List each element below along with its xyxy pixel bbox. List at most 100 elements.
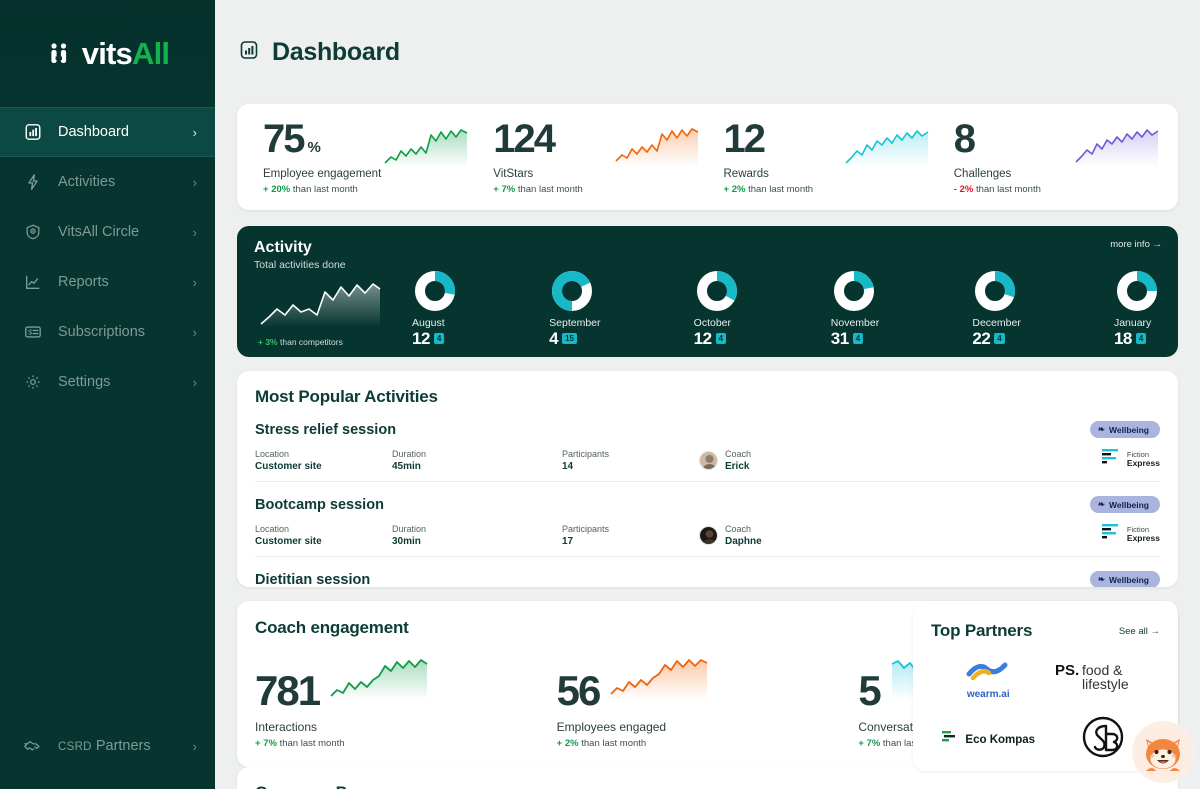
see-all-link[interactable]: See all →: [1118, 625, 1160, 637]
gear-icon: [22, 371, 44, 393]
kpi-value: 8: [953, 117, 976, 161]
partner-name: Eco Kompas: [965, 733, 1036, 746]
month-donut-chart: [696, 271, 738, 316]
wearm-logo-icon: [965, 662, 1011, 689]
activity-list-item[interactable]: Stress relief session ❧ Wellbeing Locatio…: [255, 407, 1160, 482]
kpi-label: VitStars: [493, 168, 534, 180]
invoice-icon: $: [22, 321, 44, 343]
coach-metric-interactions: 781 Interactions + 7% than last month: [255, 658, 557, 749]
kpi-label: Challenges: [953, 168, 1012, 180]
fox-mascot-icon[interactable]: [1132, 721, 1194, 783]
activity-month-item[interactable]: November 31 4: [831, 270, 879, 347]
section-title: Top Partners: [931, 621, 1033, 640]
page-title: Dashboard: [272, 37, 400, 66]
activity-row-header: Bootcamp session ❧ Wellbeing: [255, 496, 1160, 513]
meta-value: 14: [562, 461, 574, 472]
sidebar-item-reports[interactable]: Reports ›: [0, 257, 215, 307]
meta-participants: Participants 14: [562, 449, 699, 472]
activity-list-item[interactable]: Dietitian session ❧Wellbeing Location Cu…: [255, 557, 1160, 587]
month-value: 22: [972, 329, 991, 348]
meta-duration: Duration 45min: [392, 449, 562, 472]
meta-value: Erick: [725, 461, 750, 472]
sidebar-nav: Dashboard › Activities › VitsAll Circle …: [0, 107, 215, 407]
psfood-logo-icon: PS. food & lifestyle: [1055, 662, 1151, 697]
sidebar-item-label: Reports: [58, 274, 109, 290]
more-info-link[interactable]: more info →: [1110, 239, 1162, 250]
month-name: October: [693, 317, 732, 329]
month-value-row: 18 4: [1114, 330, 1158, 347]
meta-label: Participants: [562, 449, 610, 459]
activity-list-item[interactable]: Bootcamp session ❧ Wellbeing Location Cus…: [255, 482, 1160, 557]
sidebar-item-subscriptions[interactable]: $ Subscriptions ›: [0, 307, 215, 357]
activity-row-meta: Location Customer site Duration 45min Pa…: [255, 447, 1160, 482]
section-title: Coach engagement: [255, 618, 409, 637]
coach-metric-top: 781: [255, 658, 557, 712]
meta-location: Location Customer site: [255, 524, 392, 547]
month-value: 4: [549, 329, 559, 348]
kpi-strip: 75 % Employee engagement + 20% than last…: [237, 104, 1178, 210]
kpi-value-row: 124: [493, 119, 707, 159]
partner-item-psfood[interactable]: PS. food & lifestyle: [1055, 659, 1151, 698]
partner-item-sb[interactable]: [1080, 714, 1126, 765]
coach-metric-delta: + 7% than last month: [255, 738, 345, 749]
meta-coach: Coach Erick: [699, 449, 849, 472]
month-donut-chart: [414, 271, 456, 316]
dashboard-icon: [22, 121, 44, 143]
sparkline-chart: [609, 658, 709, 709]
activity-months: August 12 4 September 4 15: [388, 270, 1162, 347]
top-partners-header: Top Partners See all →: [931, 621, 1160, 641]
vitsall-logo-icon: [46, 39, 76, 69]
kpi-suffix: %: [307, 139, 321, 156]
sidebar-item-vitsall-circle[interactable]: VitsAll Circle ›: [0, 207, 215, 257]
status-badge: ❧ Wellbeing: [1089, 496, 1160, 513]
coach-metric-label: Interactions: [255, 720, 318, 734]
partner-item-ecokompas[interactable]: Eco Kompas: [941, 729, 1035, 750]
kpi-delta-value: + 2%: [723, 184, 746, 195]
meta-participants: Participants 17: [562, 524, 699, 547]
kpi-delta: + 20% than last month: [263, 184, 358, 195]
meta-label: Location: [255, 449, 290, 459]
activity-name: Dietitian session: [255, 571, 371, 588]
sidebar-item-label: Activities: [58, 174, 116, 190]
month-value: 12: [693, 329, 712, 348]
activity-trend-value: + 3%: [258, 337, 278, 347]
partner-logo: Fiction Express: [1100, 522, 1160, 547]
month-value-row: 31 4: [831, 330, 879, 347]
activity-title: Activity: [254, 239, 312, 256]
sidebar-item-csrd-partners[interactable]: CSRD Partners ›: [0, 721, 215, 771]
coach-metric-employees-engaged: 56 Employees engaged + 2% than last mont…: [557, 658, 859, 749]
kpi-delta-value: - 2%: [953, 184, 974, 195]
sidebar-item-dashboard[interactable]: Dashboard ›: [0, 107, 215, 157]
partner-item-wearm[interactable]: wearm.ai: [965, 657, 1011, 700]
kpi-card-vitstars: 124 VitStars + 7% than last month: [477, 119, 707, 195]
brand-logo[interactable]: vitsAll: [0, 0, 215, 107]
ecokompas-logo-icon: [941, 729, 959, 750]
leaf-icon: ❧: [1097, 499, 1105, 509]
month-badge: 4: [1135, 332, 1147, 345]
activity-month-item[interactable]: December 22 4: [972, 270, 1021, 347]
section-title: Company Progress: [255, 783, 1160, 789]
status-badge: ❧ Wellbeing: [1089, 571, 1160, 587]
activity-month-item[interactable]: October 12 4: [694, 270, 738, 347]
chevron-right-icon: ›: [192, 374, 197, 390]
kpi-delta: + 2% than last month: [723, 184, 814, 195]
sparkline-chart: [383, 127, 469, 174]
sidebar-item-settings[interactable]: Settings ›: [0, 357, 215, 407]
activity-month-item[interactable]: August 12 4: [412, 270, 456, 347]
kpi-card-employee-engagement: 75 % Employee engagement + 20% than last…: [247, 119, 477, 195]
month-value-row: 22 4: [972, 330, 1020, 347]
month-name: December: [972, 317, 1021, 329]
circle-badge-icon: [22, 221, 44, 243]
activity-month-item[interactable]: January 18 4: [1114, 270, 1158, 347]
month-value-row: 12 4: [694, 330, 738, 347]
meta-label: Participants: [562, 524, 610, 534]
sb-logo-icon: [1080, 716, 1126, 764]
svg-text:$: $: [28, 328, 32, 337]
activity-month-item[interactable]: September 4 15: [549, 270, 601, 348]
sidebar-item-label: Settings: [58, 374, 111, 390]
kpi-delta-value: + 20%: [263, 184, 291, 195]
activity-name: Bootcamp session: [255, 496, 384, 513]
sidebar-spacer: [0, 407, 215, 721]
sidebar-item-activities[interactable]: Activities ›: [0, 157, 215, 207]
section-title: Most Popular Activities: [255, 387, 438, 406]
